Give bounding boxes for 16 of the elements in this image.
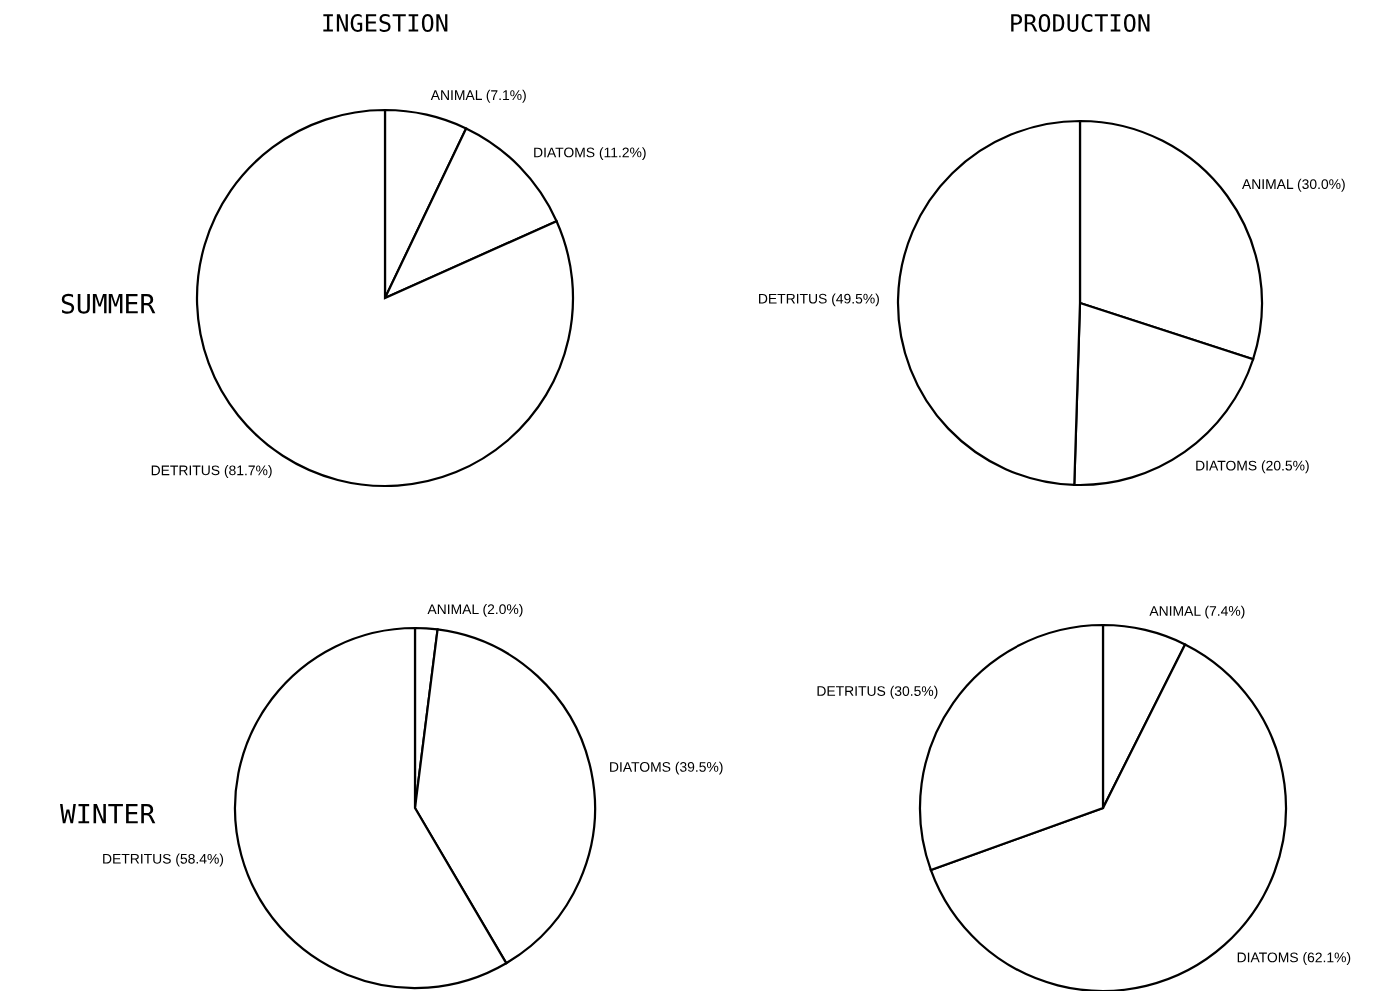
text: SUMMER: [61, 293, 156, 314]
slice-label: DIATOMS (62.1%): [1237, 952, 1351, 966]
slice-label: DIATOMS (11.2%): [534, 147, 646, 161]
slice-label: DIATOMS (20.5%): [1196, 460, 1309, 474]
slice-label: ANIMAL (7.1%): [430, 89, 526, 103]
slice-label: ANIMAL (7.4%): [1149, 605, 1245, 619]
slice-label: DETRITUS (30.5%): [817, 685, 938, 699]
chart-title: PRODUCTION: [1011, 14, 1150, 32]
slice-label: DETRITUS (81.7%): [151, 465, 272, 479]
slice-label: DETRITUS (58.4%): [103, 853, 224, 867]
chart-title: INGESTION: [323, 14, 448, 32]
slice-label: DIATOMS (39.5%): [610, 761, 723, 775]
slice-label: ANIMAL (2.0%): [427, 603, 523, 617]
slice-label: ANIMAL (30.0%): [1241, 178, 1345, 192]
slice-label: DETRITUS (49.5%): [759, 293, 879, 307]
text: WINTER: [60, 804, 156, 824]
